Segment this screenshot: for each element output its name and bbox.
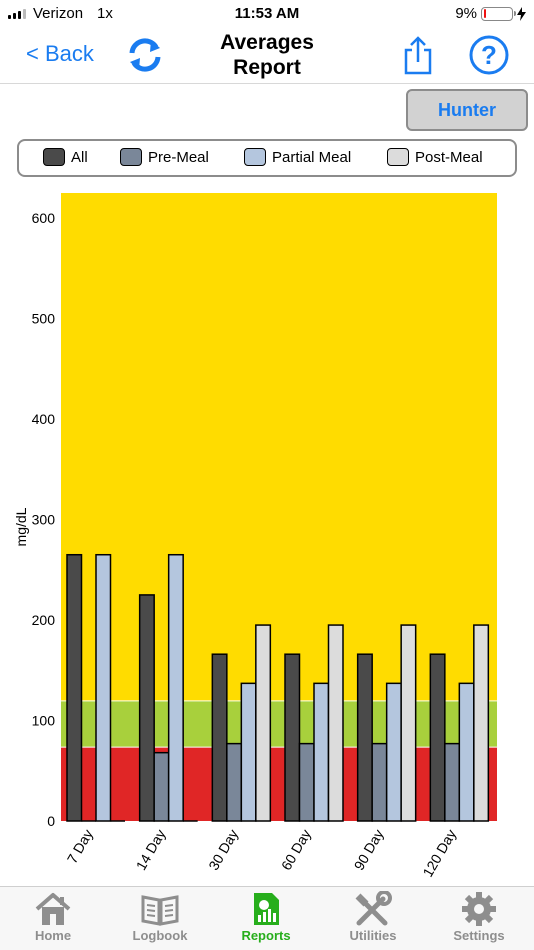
bar-mark — [356, 653, 373, 822]
bar-mark — [284, 653, 301, 822]
tab-label-home: Home — [34, 928, 72, 943]
legend-swatch-partial-meal — [244, 148, 266, 166]
x-tick-label: 14 Day — [133, 827, 169, 873]
charging-bolt-icon — [517, 6, 526, 21]
user-select-button[interactable]: Hunter — [406, 89, 528, 131]
utilities-icon — [355, 891, 392, 926]
tab-reports[interactable]: Reports — [221, 891, 311, 943]
status-right: 9% — [455, 5, 526, 22]
tab-logbook[interactable]: Logbook — [115, 891, 205, 943]
range-band — [61, 193, 497, 701]
logbook-icon — [141, 895, 179, 926]
bar-mark — [444, 742, 461, 822]
y-tick-label: 300 — [32, 512, 56, 528]
chart-x-ticks: 7 Day 14 Day 30 Day 60 Day 90 Day 120 Day — [64, 827, 459, 880]
y-tick-label: 400 — [32, 411, 56, 427]
bar-mark — [385, 682, 402, 822]
bar-mark — [226, 742, 243, 822]
legend-swatch-pre-meal — [120, 148, 142, 166]
bar-mark — [371, 742, 388, 822]
page-title-line1: Averages — [220, 31, 314, 54]
bar-mark — [429, 653, 446, 822]
page-title: Averages Report — [0, 30, 534, 80]
page-title-line2: Report — [233, 56, 301, 79]
tab-settings[interactable]: Settings — [434, 891, 524, 943]
y-tick-label: 0 — [47, 813, 55, 829]
tab-label-reports: Reports — [241, 928, 291, 943]
legend-swatch-all — [43, 148, 65, 166]
y-tick-label: 600 — [32, 210, 56, 226]
legend-label-post-meal: Post-Meal — [415, 148, 483, 166]
bar-mark — [473, 624, 490, 822]
status-time: 11:53 AM — [234, 5, 300, 22]
back-button[interactable]: < Back — [26, 41, 94, 66]
y-tick-label: 200 — [32, 612, 56, 628]
chart-bars — [66, 553, 490, 822]
status-bar: Verizon 1x 11:53 AM 9% — [0, 0, 534, 28]
x-tick-label: 30 Day — [205, 827, 241, 873]
range-band — [61, 700, 497, 747]
reports-icon — [254, 893, 279, 925]
tab-label-utilities: Utilities — [349, 928, 397, 943]
bar-mark — [327, 624, 344, 822]
legend-label-partial-meal: Partial Meal — [272, 148, 352, 166]
bar-mark — [298, 742, 315, 822]
legend-item-partial-meal[interactable]: Partial Meal — [244, 148, 351, 166]
carrier-label: Verizon — [33, 5, 84, 22]
x-tick-label: 60 Day — [278, 827, 314, 873]
x-tick-label: 7 Day — [64, 827, 96, 867]
share-icon[interactable] — [401, 34, 435, 76]
legend-swatch-post-meal — [387, 148, 409, 166]
bar-mark — [66, 553, 83, 822]
bar-mark — [95, 553, 112, 822]
bar-mark — [211, 653, 228, 822]
bar-mark — [255, 624, 272, 822]
range-band — [61, 746, 497, 821]
bar-mark — [313, 682, 330, 822]
legend-item-all[interactable]: All — [43, 148, 88, 166]
help-icon[interactable]: ? — [468, 34, 510, 76]
bar-mark — [458, 682, 475, 822]
legend-label-all: All — [71, 148, 88, 166]
home-icon — [35, 893, 71, 925]
legend-item-pre-meal[interactable]: Pre-Meal — [120, 148, 209, 166]
tab-home[interactable]: Home — [8, 891, 98, 943]
x-tick-label: 90 Day — [351, 827, 387, 873]
tab-bar: Home Logbook Reports Utilities — [0, 886, 534, 950]
refresh-icon[interactable] — [124, 34, 166, 76]
tab-utilities[interactable]: Utilities — [328, 891, 418, 943]
network-label: 1x — [97, 5, 113, 22]
x-tick-label: 120 Day — [419, 827, 459, 880]
battery-percent: 9% — [455, 5, 477, 22]
svg-text:?: ? — [481, 40, 497, 70]
y-tick-label: 100 — [32, 713, 56, 729]
bar-mark — [153, 751, 170, 822]
legend-label-pre-meal: Pre-Meal — [148, 148, 209, 166]
bar-mark — [400, 624, 417, 822]
battery-icon — [481, 6, 516, 21]
nav-bar: < Back Averages Report ? — [0, 28, 534, 84]
bar-mark — [167, 553, 184, 822]
y-axis-label: mg/dL — [13, 507, 29, 546]
y-tick-label: 500 — [32, 311, 56, 327]
chart-y-ticks: 0 100 200 300 400 500 600 — [32, 210, 56, 829]
bar-mark — [240, 682, 257, 822]
status-left: Verizon 1x — [8, 5, 113, 22]
tab-label-logbook: Logbook — [132, 928, 188, 943]
legend-item-post-meal[interactable]: Post-Meal — [387, 148, 483, 166]
bar-mark — [138, 594, 155, 822]
chart-legend: All Pre-Meal Partial Meal Post-Meal — [17, 139, 517, 177]
battery-fill — [483, 9, 486, 18]
signal-icon — [8, 8, 26, 19]
tab-label-settings: Settings — [453, 928, 505, 943]
settings-icon — [462, 892, 496, 926]
chart-bands — [61, 193, 497, 821]
averages-chart: 0 100 200 300 400 500 600 7 Day 14 Day 30 Day 60 … — [13, 193, 497, 880]
